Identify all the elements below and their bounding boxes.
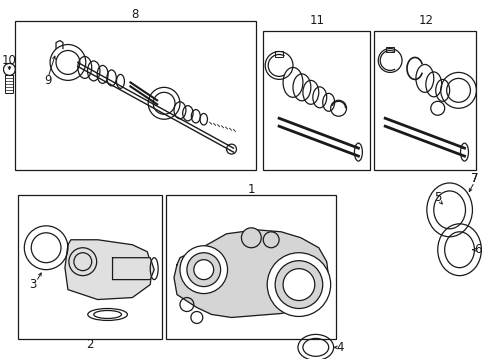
Polygon shape: [174, 230, 328, 318]
Text: 5: 5: [433, 192, 441, 204]
Bar: [263, 31, 369, 170]
Circle shape: [266, 253, 330, 316]
Text: 8: 8: [131, 8, 139, 21]
Text: 2: 2: [86, 338, 93, 351]
Bar: [275, 50, 283, 58]
Text: 12: 12: [418, 14, 432, 27]
Circle shape: [241, 228, 261, 248]
Text: 9: 9: [44, 74, 52, 87]
Bar: [15, 21, 256, 170]
Text: 11: 11: [308, 14, 324, 27]
Bar: [5, 75, 13, 93]
Text: 3: 3: [29, 278, 37, 291]
Bar: [386, 46, 393, 53]
Text: 7: 7: [470, 171, 477, 185]
Circle shape: [263, 232, 279, 248]
Bar: [373, 31, 475, 170]
Circle shape: [180, 246, 227, 293]
Text: 1: 1: [247, 184, 255, 197]
Bar: [19, 195, 162, 339]
Text: 7: 7: [470, 171, 477, 185]
Circle shape: [283, 269, 314, 301]
Circle shape: [186, 253, 220, 287]
Text: 4: 4: [336, 341, 344, 354]
Polygon shape: [112, 258, 154, 280]
Bar: [166, 195, 335, 339]
Text: 6: 6: [473, 243, 480, 256]
Circle shape: [193, 260, 213, 280]
Polygon shape: [65, 240, 152, 300]
Text: 10: 10: [2, 54, 17, 67]
Circle shape: [275, 261, 322, 309]
